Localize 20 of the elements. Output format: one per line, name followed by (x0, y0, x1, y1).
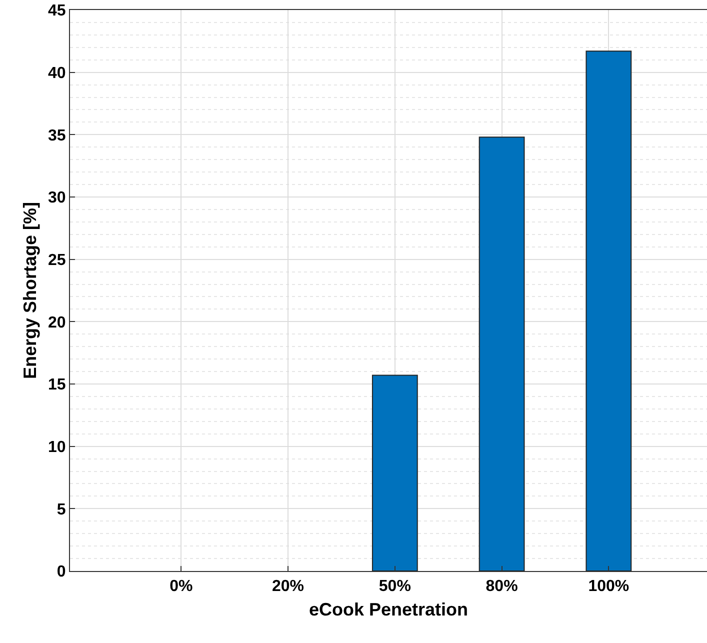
y-tick-label: 5 (56, 501, 66, 518)
bar (372, 374, 418, 571)
x-tick-label: 0% (170, 578, 193, 596)
y-tick-label: 35 (48, 127, 66, 144)
y-tick-label: 15 (48, 376, 66, 394)
bar (478, 136, 525, 571)
y-tick-label: 45 (48, 2, 66, 20)
x-tick-label: 80% (486, 578, 518, 596)
y-tick-label: 10 (48, 438, 66, 456)
y-tick-label: 0 (56, 564, 66, 581)
y-tick-label: 20 (48, 314, 66, 332)
bar (586, 50, 632, 571)
y-axis-title: Energy Shortage [%] (20, 202, 40, 380)
x-tick-label: 100% (588, 578, 630, 596)
y-tick-label: 30 (48, 190, 66, 207)
y-tick-label: 25 (48, 252, 66, 269)
y-tick-label: 40 (48, 64, 66, 82)
x-tick-label: 20% (272, 578, 304, 596)
x-tick-label: 50% (378, 578, 411, 596)
x-axis-title: eCook Penetration (308, 599, 468, 620)
